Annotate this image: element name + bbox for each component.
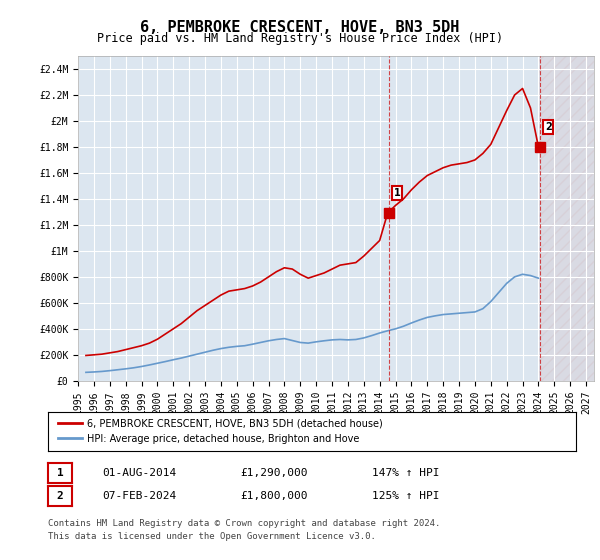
Text: £1,800,000: £1,800,000 — [240, 491, 308, 501]
Text: This data is licensed under the Open Government Licence v3.0.: This data is licensed under the Open Gov… — [48, 532, 376, 541]
Text: 125% ↑ HPI: 125% ↑ HPI — [372, 491, 439, 501]
Text: 1: 1 — [56, 468, 64, 478]
Text: 2: 2 — [56, 491, 64, 501]
Text: Contains HM Land Registry data © Crown copyright and database right 2024.: Contains HM Land Registry data © Crown c… — [48, 519, 440, 528]
Text: 01-AUG-2014: 01-AUG-2014 — [102, 468, 176, 478]
Bar — [538, 56, 594, 381]
Text: Price paid vs. HM Land Registry's House Price Index (HPI): Price paid vs. HM Land Registry's House … — [97, 32, 503, 45]
Text: 2: 2 — [545, 122, 551, 132]
Text: 147% ↑ HPI: 147% ↑ HPI — [372, 468, 439, 478]
Text: 1: 1 — [394, 188, 400, 198]
Text: £1,290,000: £1,290,000 — [240, 468, 308, 478]
Legend: 6, PEMBROKE CRESCENT, HOVE, BN3 5DH (detached house), HPI: Average price, detach: 6, PEMBROKE CRESCENT, HOVE, BN3 5DH (det… — [53, 414, 388, 449]
Text: 6, PEMBROKE CRESCENT, HOVE, BN3 5DH: 6, PEMBROKE CRESCENT, HOVE, BN3 5DH — [140, 20, 460, 35]
Text: 07-FEB-2024: 07-FEB-2024 — [102, 491, 176, 501]
